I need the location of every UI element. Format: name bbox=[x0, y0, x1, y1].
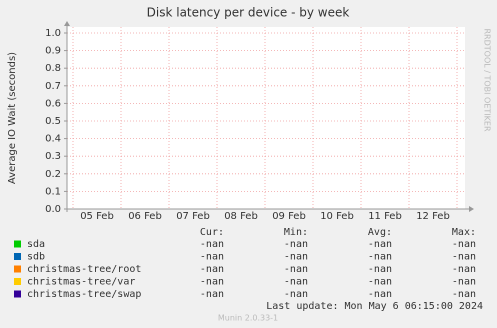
legend-stat: -nan bbox=[368, 264, 392, 275]
legend-stat: -nan bbox=[452, 252, 476, 263]
legend-header: Avg: bbox=[368, 227, 392, 238]
legend-swatch bbox=[14, 253, 21, 260]
x-tick-label: 11 Feb bbox=[368, 211, 402, 222]
legend-stat: -nan bbox=[368, 239, 392, 250]
y-tick-label: 0.2 bbox=[45, 169, 61, 180]
legend-stat: -nan bbox=[452, 277, 476, 288]
legend-stat: -nan bbox=[284, 264, 308, 275]
legend-stat: -nan bbox=[200, 264, 224, 275]
x-tick-label: 12 Feb bbox=[416, 211, 450, 222]
legend-stat: -nan bbox=[368, 289, 392, 300]
legend-swatch bbox=[14, 265, 21, 273]
legend-header: Max: bbox=[452, 227, 476, 238]
legend-stat: -nan bbox=[452, 289, 476, 300]
legend-stat: -nan bbox=[200, 252, 224, 263]
y-tick-label: 0.8 bbox=[45, 63, 61, 74]
legend-swatch bbox=[14, 278, 21, 285]
legend-swatch bbox=[14, 290, 21, 298]
y-tick-label: 0.3 bbox=[45, 151, 61, 162]
y-axis-label: Average IO Wait (seconds) bbox=[7, 52, 18, 184]
legend-entry: sda bbox=[27, 239, 45, 250]
chart-title: Disk latency per device - by week bbox=[147, 6, 350, 20]
legend-stat: -nan bbox=[200, 277, 224, 288]
legend-entry: christmas-tree/swap bbox=[27, 289, 141, 300]
legend-stat: -nan bbox=[284, 289, 308, 300]
x-tick-label: 09 Feb bbox=[272, 211, 306, 222]
legend-entry: christmas-tree/var bbox=[27, 277, 135, 288]
plot-area bbox=[67, 27, 465, 209]
y-tick-label: 0.1 bbox=[45, 186, 61, 197]
side-label: RRDTOOL / TOBI OETIKER bbox=[483, 28, 492, 131]
x-tick-label: 10 Feb bbox=[320, 211, 354, 222]
legend-stat: -nan bbox=[200, 239, 224, 250]
legend-stat: -nan bbox=[368, 252, 392, 263]
y-tick-label: 0.0 bbox=[45, 204, 61, 215]
last-update: Last update: Mon May 6 06:15:00 2024 bbox=[266, 301, 483, 312]
y-tick-label: 1.0 bbox=[45, 28, 61, 39]
y-tick-label: 0.5 bbox=[45, 116, 61, 127]
x-tick-label: 06 Feb bbox=[128, 211, 162, 222]
y-tick-label: 0.7 bbox=[45, 81, 61, 92]
y-tick-label: 0.6 bbox=[45, 98, 61, 109]
y-tick-label: 0.4 bbox=[45, 134, 61, 145]
x-axis-arrow bbox=[469, 206, 474, 212]
x-tick-label: 08 Feb bbox=[224, 211, 258, 222]
legend-stat: -nan bbox=[284, 239, 308, 250]
y-tick-label: 0.9 bbox=[45, 46, 61, 57]
x-tick-label: 05 Feb bbox=[80, 211, 114, 222]
legend-stat: -nan bbox=[284, 252, 308, 263]
legend-stat: -nan bbox=[200, 289, 224, 300]
legend-header: Cur: bbox=[200, 227, 224, 238]
legend-entry: sdb bbox=[27, 252, 45, 263]
legend-stat: -nan bbox=[368, 277, 392, 288]
y-axis-arrow bbox=[64, 21, 70, 26]
legend-swatch bbox=[14, 240, 21, 248]
footer: Munin 2.0.33-1 bbox=[218, 314, 278, 323]
legend-stat: -nan bbox=[284, 277, 308, 288]
legend-stat: -nan bbox=[452, 264, 476, 275]
x-tick-label: 07 Feb bbox=[176, 211, 210, 222]
legend-stat: -nan bbox=[452, 239, 476, 250]
legend-entry: christmas-tree/root bbox=[27, 264, 141, 275]
legend-header: Min: bbox=[284, 227, 308, 238]
